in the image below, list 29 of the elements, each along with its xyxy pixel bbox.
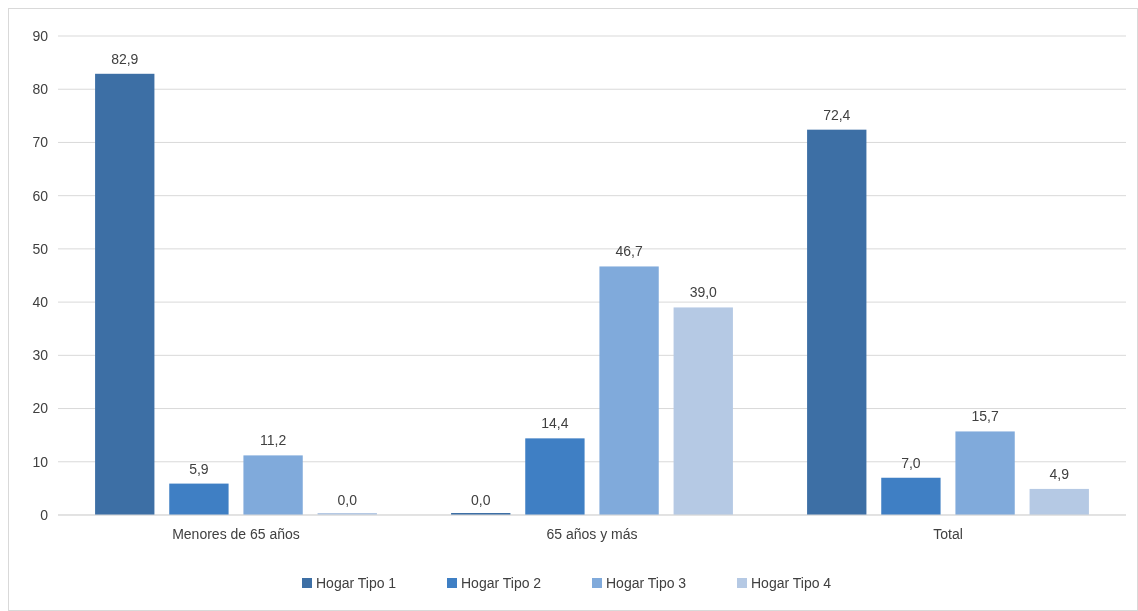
legend-label: Hogar Tipo 4 <box>751 574 832 591</box>
y-tick-label: 70 <box>32 134 49 151</box>
y-tick-label: 0 <box>40 506 49 523</box>
legend-label: Hogar Tipo 3 <box>606 574 687 591</box>
y-tick-label: 80 <box>32 81 49 98</box>
data-label: 39,0 <box>689 284 718 301</box>
data-label: 72,4 <box>823 106 851 123</box>
data-label: 14,4 <box>541 415 569 432</box>
legend-label: Hogar Tipo 1 <box>316 574 397 591</box>
y-tick-label: 20 <box>32 400 49 417</box>
data-label: 7,0 <box>901 454 921 471</box>
x-tick-label: Menores de 65 años <box>172 526 300 542</box>
data-label: 0,0 <box>471 492 491 508</box>
y-tick-label: 50 <box>32 240 49 257</box>
y-tick-label: 60 <box>32 187 49 204</box>
x-tick-label: 65 años y más <box>546 526 638 542</box>
y-tick-label: 90 <box>32 27 49 44</box>
y-tick-label: 40 <box>32 294 49 311</box>
y-tick-label: 10 <box>32 453 49 470</box>
data-label: 11,2 <box>259 432 287 449</box>
y-tick-label: 30 <box>32 347 49 364</box>
legend-label: Hogar Tipo 2 <box>461 574 542 591</box>
data-label: 15,7 <box>971 408 999 425</box>
data-label: 46,7 <box>615 243 643 260</box>
data-label: 0,0 <box>337 492 358 508</box>
data-label: 4,9 <box>1049 465 1070 482</box>
data-label: 5,9 <box>189 460 209 477</box>
x-tick-label: Total <box>933 526 963 542</box>
data-label: 82,9 <box>111 50 139 67</box>
